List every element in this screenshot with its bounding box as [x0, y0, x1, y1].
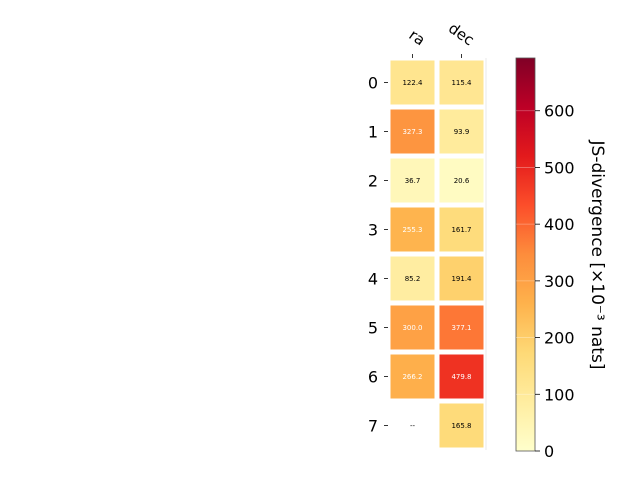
row-label: 2	[368, 172, 378, 191]
row-label: 3	[368, 221, 378, 240]
cell-value-label: --	[410, 422, 416, 430]
heatmap-cell	[390, 158, 435, 203]
row-label: 6	[368, 368, 378, 387]
heatmap-cell	[439, 354, 484, 399]
column-label: dec	[445, 19, 477, 49]
heatmap-cell	[439, 256, 484, 301]
cell-value-label: 377.1	[451, 324, 471, 332]
heatmap: 122.4 115.4 327.3 93.9 36.7 20.6 255.3 161.7 85.…	[368, 19, 487, 450]
heatmap-cell	[390, 60, 435, 105]
cell-value-label: 165.8	[451, 422, 471, 430]
heatmap-cell	[390, 207, 435, 252]
cell-value-label: 93.9	[454, 128, 470, 136]
cell-value-label: 161.7	[451, 226, 471, 234]
cell-value-label: 20.6	[454, 177, 470, 185]
colorbar-tick-label: 600	[544, 102, 575, 121]
row-label: 4	[368, 270, 378, 289]
cell-value-label: 479.8	[451, 373, 471, 381]
cell-value-label: 115.4	[451, 79, 472, 87]
cell-value-label: 327.3	[402, 128, 422, 136]
colorbar-tick-label: 0	[544, 442, 554, 461]
cell-value-label: 266.2	[402, 373, 422, 381]
heatmap-cell	[390, 256, 435, 301]
heatmap-cell	[390, 109, 435, 154]
colorbar: 0 100 200 300 400 500 600 JS-divergence [×10⁻³ …	[515, 57, 607, 461]
cell-value-label: 122.4	[402, 79, 423, 87]
colorbar-tick-label: 200	[544, 329, 575, 348]
colorbar-tick-label: 100	[544, 385, 575, 404]
cell-value-label: 300.0	[402, 324, 422, 332]
row-label: 5	[368, 319, 378, 338]
column-label: ra	[406, 26, 429, 50]
colorbar-tick-label: 500	[544, 158, 575, 177]
heatmap-cell	[439, 60, 484, 105]
heatmap-cell	[439, 109, 484, 154]
heatmap-cell	[439, 207, 484, 252]
heatmap-cell	[439, 158, 484, 203]
colorbar-tick-label: 400	[544, 215, 575, 234]
colorbar-label: JS-divergence [×10⁻³ nats]	[587, 140, 607, 370]
row-label: 0	[368, 74, 378, 93]
heatmap-cell	[439, 305, 484, 350]
colorbar-gradient	[515, 57, 536, 452]
cell-value-label: 255.3	[402, 226, 422, 234]
cell-value-label: 85.2	[405, 275, 421, 283]
cell-value-label: 191.4	[451, 275, 472, 283]
heatmap-cell	[390, 354, 435, 399]
cell-value-label: 36.7	[405, 177, 421, 185]
heatmap-cell	[390, 305, 435, 350]
heatmap-cell	[439, 403, 484, 448]
row-label: 1	[368, 123, 378, 142]
colorbar-tick-label: 300	[544, 272, 575, 291]
row-label: 7	[368, 417, 378, 436]
